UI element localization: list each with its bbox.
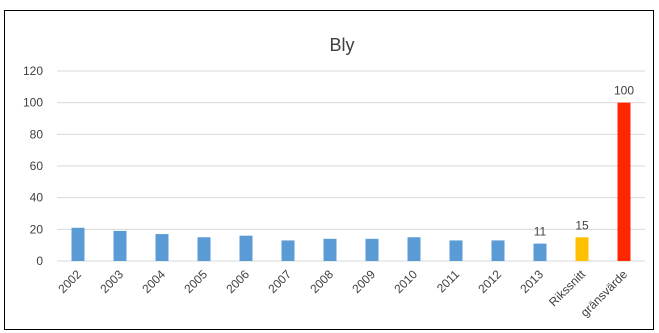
data-label: 100 bbox=[614, 84, 634, 98]
bar-2009 bbox=[365, 238, 379, 261]
data-label: 11 bbox=[534, 225, 547, 239]
x-tick-label: 2009 bbox=[349, 267, 378, 296]
x-axis-ticks: 2002 2003 2004 2005 2006 2007 2008 2009 2010 2011… bbox=[55, 267, 630, 320]
y-axis-ticks: 0 20 40 60 80 100 120 bbox=[23, 64, 43, 268]
bars bbox=[71, 102, 631, 262]
chart-title: Bly bbox=[329, 35, 354, 55]
x-tick-label: 2011 bbox=[434, 267, 462, 295]
x-tick-label: 2003 bbox=[97, 267, 126, 296]
y-tick-label: 100 bbox=[23, 96, 43, 110]
data-label: 15 bbox=[575, 218, 589, 232]
x-tick-label: 2002 bbox=[55, 267, 84, 296]
y-tick-label: 0 bbox=[36, 254, 43, 268]
chart-svg: Bly 0 20 40 60 80 100 120 11 15 100 2002 2003 2004… bbox=[23, 35, 645, 320]
y-tick-label: 40 bbox=[30, 191, 44, 205]
bar-2002 bbox=[71, 227, 85, 261]
x-tick-label: 2005 bbox=[181, 267, 210, 296]
x-tick-label: 2012 bbox=[475, 267, 504, 296]
gridlines bbox=[57, 70, 645, 262]
y-tick-label: 80 bbox=[30, 127, 44, 141]
bar-2004 bbox=[155, 234, 169, 261]
x-tick-label: Rikssnitt bbox=[546, 267, 588, 309]
bar-2012 bbox=[491, 240, 505, 261]
x-tick-label: 2008 bbox=[307, 267, 336, 296]
y-tick-label: 120 bbox=[23, 64, 43, 78]
bar-2003 bbox=[113, 230, 127, 261]
x-tick-label: 2004 bbox=[139, 267, 168, 296]
y-tick-label: 20 bbox=[30, 222, 44, 236]
bar-gränsvärde bbox=[617, 102, 631, 262]
y-tick-label: 60 bbox=[30, 159, 44, 173]
bar-2006 bbox=[239, 235, 253, 261]
x-tick-label: 2013 bbox=[517, 267, 546, 296]
bar-2008 bbox=[323, 238, 337, 261]
bar-2007 bbox=[281, 240, 295, 261]
bar-2011 bbox=[449, 240, 463, 261]
x-tick-label: 2007 bbox=[265, 267, 294, 296]
data-labels: 11 15 100 bbox=[534, 84, 635, 239]
x-tick-label: 2006 bbox=[223, 267, 252, 296]
chart-frame: Bly 0 20 40 60 80 100 120 11 15 100 2002 2003 2004… bbox=[4, 10, 654, 330]
bar-2013 bbox=[533, 243, 547, 261]
bar-2010 bbox=[407, 237, 421, 261]
bar-2005 bbox=[197, 237, 211, 261]
bar-Rikssnitt bbox=[575, 237, 589, 261]
x-tick-label: 2010 bbox=[391, 267, 420, 296]
